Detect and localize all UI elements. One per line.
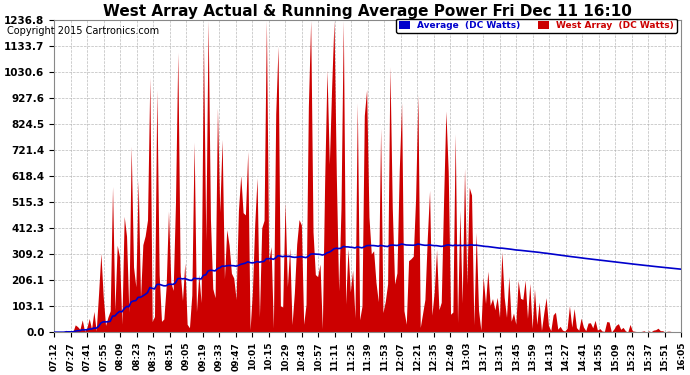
Text: Copyright 2015 Cartronics.com: Copyright 2015 Cartronics.com xyxy=(7,26,159,36)
Title: West Array Actual & Running Average Power Fri Dec 11 16:10: West Array Actual & Running Average Powe… xyxy=(104,4,632,19)
Legend: Average  (DC Watts), West Array  (DC Watts): Average (DC Watts), West Array (DC Watts… xyxy=(396,19,677,33)
